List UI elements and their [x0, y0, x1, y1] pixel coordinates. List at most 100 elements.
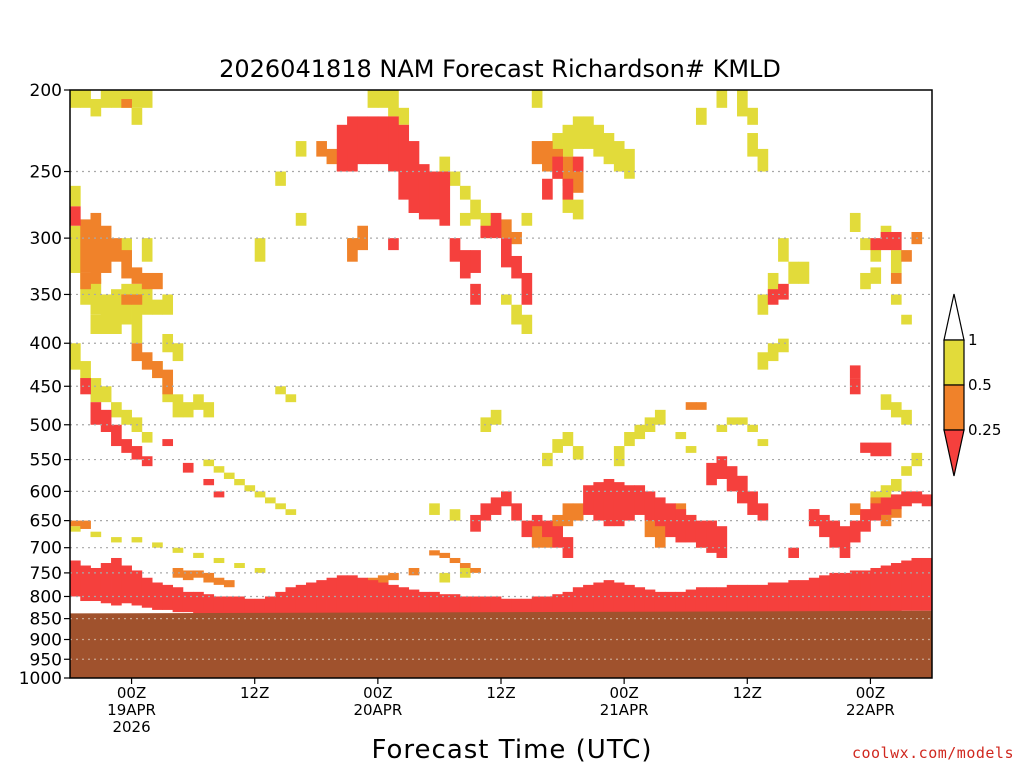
- legend-label: 1: [968, 331, 978, 349]
- ri-cell: [111, 424, 122, 447]
- ri-cell: [244, 598, 256, 614]
- ri-cell: [377, 116, 389, 165]
- ri-cell: [890, 231, 902, 251]
- ri-cell: [613, 582, 625, 613]
- ri-cell: [531, 596, 543, 614]
- ri-cell: [275, 386, 286, 395]
- ri-cell: [480, 225, 492, 239]
- ri-cell: [603, 133, 615, 165]
- ri-cell: [203, 478, 215, 486]
- ri-cell: [716, 587, 728, 613]
- ri-cell: [367, 580, 379, 614]
- ri-cell: [470, 567, 481, 573]
- ri-cell: [377, 575, 389, 583]
- ri-cell: [295, 141, 307, 157]
- ri-cell: [326, 148, 338, 165]
- ri-cell: [511, 503, 522, 521]
- ri-cell: [162, 294, 174, 315]
- y-tick-label: 950: [30, 650, 62, 670]
- ri-cell: [778, 238, 789, 262]
- ri-cell: [131, 267, 143, 284]
- ri-cell: [552, 156, 563, 179]
- ri-cell: [131, 446, 143, 460]
- ri-cell: [562, 432, 574, 447]
- ri-cell: [131, 343, 143, 362]
- ri-cell: [244, 485, 256, 492]
- ri-cell: [870, 267, 882, 284]
- ri-cell: [131, 570, 143, 606]
- ri-cell: [808, 577, 820, 612]
- ri-cell: [111, 90, 122, 108]
- ri-cell: [572, 164, 584, 193]
- ri-cell: [131, 324, 143, 344]
- ri-cell: [152, 582, 163, 610]
- ri-cell: [70, 206, 81, 226]
- ri-cell: [726, 466, 738, 492]
- ri-cell: [572, 116, 584, 149]
- ri-cell: [542, 141, 553, 172]
- ri-cell: [901, 314, 912, 325]
- ri-cell: [521, 212, 533, 226]
- ri-cell: [737, 90, 748, 117]
- ri-cell: [439, 572, 451, 583]
- ri-cell: [90, 278, 102, 315]
- ri-cell: [449, 557, 461, 564]
- ri-cell: [285, 509, 297, 515]
- ri-cell: [121, 99, 132, 108]
- ri-cell: [429, 503, 440, 515]
- ri-cell: [357, 577, 368, 614]
- ri-cell: [162, 439, 174, 447]
- ri-cell: [152, 542, 163, 548]
- ri-cell: [480, 596, 492, 614]
- ri-cell: [511, 231, 522, 245]
- ri-cell: [911, 557, 923, 611]
- ri-cell: [613, 482, 625, 527]
- legend-swatch-lt0.25: [943, 429, 965, 477]
- y-tick-label: 900: [30, 631, 62, 651]
- ri-cell: [849, 503, 861, 515]
- ri-cell: [408, 589, 420, 614]
- y-tick-label: 1000: [19, 669, 62, 689]
- ri-cell: [80, 90, 91, 108]
- ri-cell: [634, 424, 646, 440]
- ri-cell: [747, 107, 758, 125]
- ri-cell: [377, 582, 389, 614]
- ri-cell: [644, 417, 656, 432]
- ri-cell: [593, 124, 605, 157]
- ri-cell: [90, 402, 102, 425]
- ri-cell: [121, 565, 132, 604]
- ri-cell: [490, 409, 502, 425]
- ri-cell: [849, 378, 861, 395]
- ri-cell: [470, 199, 481, 220]
- ri-cell: [213, 596, 225, 614]
- ri-cell: [757, 352, 769, 370]
- ri-cell: [254, 598, 266, 614]
- ri-cell: [880, 442, 892, 457]
- x-tick-label: 00Z: [363, 684, 392, 702]
- color-legend: 0.25 0.5 1: [943, 293, 1001, 477]
- ri-cell: [890, 294, 902, 305]
- ri-cell: [80, 219, 91, 273]
- ri-cell: [295, 212, 307, 226]
- ri-cell: [849, 365, 861, 379]
- richardson-cells: [70, 90, 932, 614]
- ri-cell: [316, 580, 327, 614]
- ri-cell: [695, 402, 707, 410]
- ri-cell: [121, 90, 132, 108]
- y-tick-label: 550: [30, 451, 62, 471]
- ri-cell: [70, 185, 81, 207]
- y-tick-label: 300: [30, 229, 62, 249]
- ri-cell: [213, 466, 225, 473]
- ri-cell: [542, 178, 553, 200]
- ri-cell: [778, 582, 789, 613]
- ri-cell: [70, 343, 81, 370]
- y-tick-label: 200: [30, 81, 62, 101]
- ri-cell: [747, 133, 758, 157]
- ri-cell: [901, 491, 912, 507]
- ri-cell: [706, 462, 717, 486]
- ri-cell: [172, 343, 184, 362]
- ri-cell: [767, 272, 779, 295]
- ri-cell: [511, 304, 522, 325]
- x-tick-label: 12Z: [240, 684, 269, 702]
- ri-cell: [870, 244, 882, 262]
